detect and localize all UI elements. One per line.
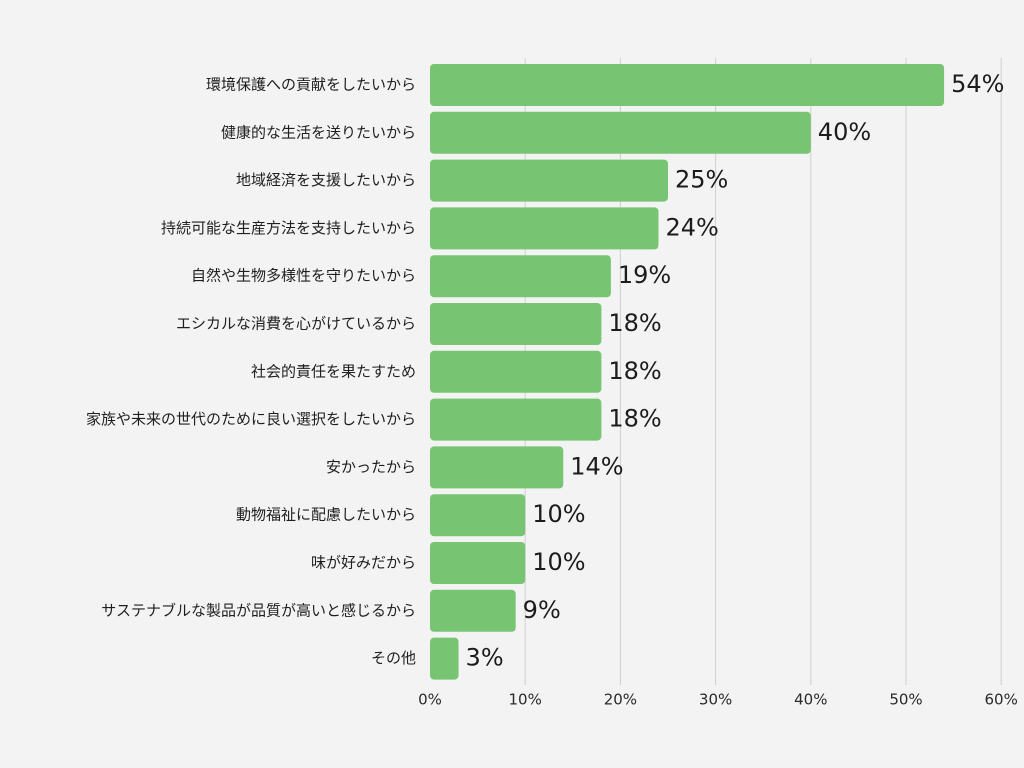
bar bbox=[430, 398, 602, 441]
category-label: 味が好みだから bbox=[311, 554, 416, 572]
x-tick-label: 50% bbox=[889, 691, 922, 709]
x-tick-label: 10% bbox=[509, 691, 542, 709]
category-label: 自然や生物多様性を守りたいから bbox=[191, 267, 416, 285]
bar bbox=[430, 159, 668, 202]
category-label: 健康的な生活を送りたいから bbox=[221, 123, 416, 141]
category-label: 環境保護への貢献をしたいから bbox=[206, 76, 416, 94]
bar bbox=[430, 303, 602, 345]
bar bbox=[430, 64, 945, 106]
bar bbox=[430, 637, 459, 680]
bar bbox=[430, 111, 811, 154]
value-label: 10% bbox=[532, 500, 585, 528]
bar bbox=[430, 207, 659, 250]
category-label: 社会的責任を果たすため bbox=[251, 362, 416, 380]
value-label: 18% bbox=[608, 405, 661, 433]
value-label: 18% bbox=[608, 309, 661, 337]
value-labels: 54% 40% 25% 24% 19% 18% 18% 18% 14% 10% 10% 9% 3% bbox=[466, 70, 1005, 672]
category-labels: 環境保護への貢献をしたいから健康的な生活を送りたいから地域経済を支援したいから持… bbox=[86, 76, 416, 668]
category-label: 安かったから bbox=[326, 458, 416, 476]
category-label: 家族や未来の世代のために良い選択をしたいから bbox=[86, 410, 416, 428]
category-label: 地域経済を支援したいから bbox=[236, 171, 416, 189]
value-label: 14% bbox=[570, 452, 623, 480]
value-label: 24% bbox=[665, 213, 718, 241]
value-label: 19% bbox=[618, 261, 671, 289]
category-label: エシカルな消費を心がけているから bbox=[176, 315, 416, 333]
bar bbox=[430, 255, 611, 298]
value-label: 18% bbox=[608, 357, 661, 385]
category-label: 動物福祉に配慮したいから bbox=[236, 506, 416, 524]
category-label: 持続可能な生産方法を支持したいから bbox=[161, 219, 416, 237]
bar bbox=[430, 350, 602, 393]
x-tick-label: 30% bbox=[699, 691, 732, 709]
bar bbox=[430, 446, 564, 489]
bar bbox=[430, 494, 526, 537]
category-label: サステナブルな製品が品質が高いと感じるから bbox=[101, 601, 416, 619]
value-label: 10% bbox=[532, 548, 585, 576]
category-label: その他 bbox=[371, 649, 416, 667]
x-tick-label: 60% bbox=[985, 691, 1018, 709]
bars bbox=[430, 64, 945, 680]
x-tick-label: 0% bbox=[418, 691, 442, 709]
x-axis-tick-labels: 0% 10% 20% 30% 40% 50% 60% bbox=[418, 691, 1018, 709]
value-label: 25% bbox=[675, 166, 728, 194]
bar bbox=[430, 542, 526, 584]
x-tick-label: 20% bbox=[604, 691, 637, 709]
bar bbox=[430, 589, 516, 632]
value-label: 9% bbox=[523, 596, 561, 624]
value-label: 54% bbox=[951, 70, 1004, 98]
value-label: 3% bbox=[466, 644, 504, 672]
value-label: 40% bbox=[818, 118, 871, 146]
x-tick-label: 40% bbox=[794, 691, 827, 709]
